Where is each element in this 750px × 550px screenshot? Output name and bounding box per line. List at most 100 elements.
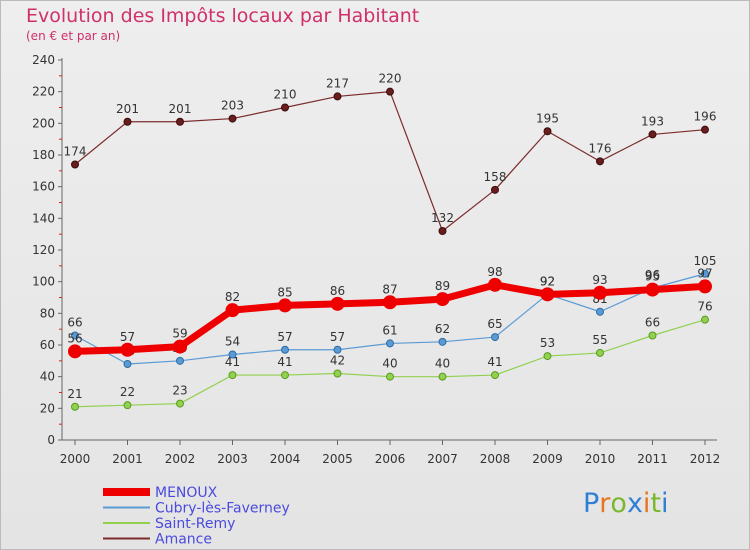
data-label: 105 — [694, 254, 717, 268]
data-point — [123, 117, 132, 126]
data-label: 217 — [326, 76, 349, 90]
data-point — [123, 360, 132, 368]
data-point — [543, 127, 552, 136]
data-label: 61 — [382, 323, 397, 337]
y-tick-label: 200 — [32, 116, 55, 130]
data-label: 40 — [382, 357, 397, 371]
data-point — [281, 345, 289, 354]
data-point — [435, 292, 450, 307]
data-point — [173, 339, 187, 354]
data-label: 66 — [645, 316, 660, 330]
series-saint-remy: 21 22 23 41 41 42 40 40 41 53 55 66 76 — [67, 300, 713, 411]
y-tick-label: 60 — [40, 338, 55, 352]
data-label: 62 — [435, 322, 450, 336]
chart-title: Evolution des Impôts locaux par Habitant — [26, 5, 420, 27]
data-point — [593, 285, 607, 300]
data-label: 42 — [330, 354, 345, 368]
data-point — [176, 399, 184, 408]
legend-label: Cubry-lès-Faverney — [155, 501, 290, 517]
legend-label: Saint-Remy — [155, 516, 235, 532]
y-tick-label: 180 — [32, 148, 55, 162]
x-tick-label: 2000 — [60, 452, 91, 466]
logo-letter: o — [610, 488, 627, 519]
data-label: 195 — [536, 111, 559, 125]
data-label: 57 — [330, 330, 345, 344]
x-tick-label: 2004 — [270, 452, 301, 466]
data-point — [386, 339, 394, 348]
data-point — [333, 345, 342, 354]
data-label: 76 — [697, 300, 712, 314]
x-tick-label: 2005 — [322, 452, 353, 466]
y-tick-label: 120 — [32, 243, 55, 257]
series-menoux: 56 57 59 82 85 86 87 89 98 92 93 95 97 — [67, 265, 713, 359]
data-label: 85 — [277, 285, 292, 299]
data-label: 59 — [172, 327, 187, 341]
data-label: 41 — [277, 355, 292, 369]
data-point — [491, 371, 499, 380]
data-point — [596, 157, 604, 166]
y-tick-label: 40 — [40, 370, 55, 384]
legend-label: MENOUX — [155, 485, 218, 501]
data-label: 57 — [277, 330, 292, 344]
data-point — [120, 342, 135, 357]
data-label: 201 — [169, 102, 192, 116]
data-point — [228, 350, 237, 359]
data-label: 158 — [484, 170, 507, 184]
x-tick-label: 2011 — [637, 452, 668, 466]
y-tick-label: 220 — [32, 85, 55, 99]
data-label: 196 — [694, 110, 717, 124]
y-tick-label: 20 — [40, 401, 55, 415]
data-label: 23 — [172, 384, 187, 398]
data-point — [488, 277, 502, 292]
data-label: 53 — [540, 336, 555, 350]
data-label: 93 — [592, 273, 607, 287]
logo-letter: t — [650, 488, 662, 519]
data-label: 57 — [120, 330, 135, 344]
data-point — [278, 298, 292, 313]
data-label: 132 — [431, 211, 454, 225]
data-label: 92 — [540, 274, 555, 288]
logo-letter: x — [626, 488, 643, 519]
data-point — [176, 117, 184, 126]
legend-label: Amance — [155, 532, 212, 548]
data-label: 21 — [67, 387, 82, 401]
x-tick-label: 2008 — [480, 452, 511, 466]
data-point — [386, 372, 394, 381]
data-label: 89 — [435, 279, 450, 293]
data-point — [281, 103, 289, 112]
data-point — [596, 348, 604, 357]
data-label: 86 — [330, 284, 345, 298]
data-label: 22 — [120, 385, 135, 399]
data-point — [333, 92, 342, 101]
data-label: 95 — [645, 270, 660, 284]
y-tick-label: 240 — [32, 53, 55, 67]
proxiti-logo: Proxiti — [583, 488, 669, 519]
data-label: 41 — [487, 355, 502, 369]
data-point — [333, 369, 342, 378]
data-point — [68, 344, 82, 359]
data-point — [698, 279, 712, 294]
logo-letter: i — [661, 488, 669, 519]
y-tick-label: 160 — [32, 180, 55, 194]
x-tick-label: 2001 — [112, 452, 143, 466]
data-point — [438, 337, 447, 346]
data-point — [386, 87, 394, 96]
x-tick-label: 2006 — [375, 452, 406, 466]
data-label: 96 — [645, 268, 660, 282]
data-point — [648, 331, 657, 340]
data-point — [701, 269, 709, 278]
x-tick-label: 2003 — [217, 452, 248, 466]
data-label: 203 — [221, 99, 244, 113]
x-tick-label: 2009 — [532, 452, 563, 466]
logo-letter: r — [599, 488, 611, 519]
y-tick-label: 140 — [32, 211, 55, 225]
data-label: 56 — [67, 331, 82, 345]
data-point — [491, 333, 499, 342]
data-point — [438, 372, 447, 381]
data-label: 201 — [116, 102, 139, 116]
data-point — [645, 282, 660, 297]
data-label: 210 — [274, 88, 297, 102]
chart-subtitle: (en € et par an) — [26, 29, 121, 43]
